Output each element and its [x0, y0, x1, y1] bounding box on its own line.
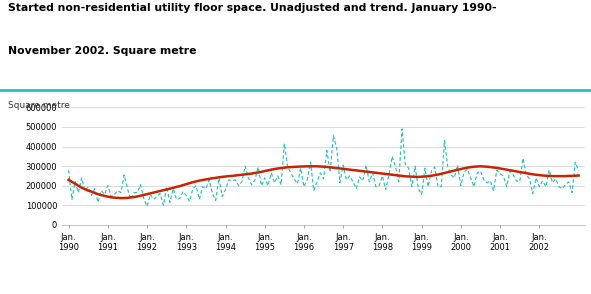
Text: November 2002. Square metre: November 2002. Square metre [8, 46, 196, 56]
Legend: Non-residential utility floor space, unadjusted, Non-residential utility floor s: Non-residential utility floor space, una… [104, 290, 543, 294]
Text: Started non-residential utility floor space. Unadjusted and trend. January 1990-: Started non-residential utility floor sp… [8, 3, 496, 13]
Text: Square metre: Square metre [8, 101, 70, 111]
